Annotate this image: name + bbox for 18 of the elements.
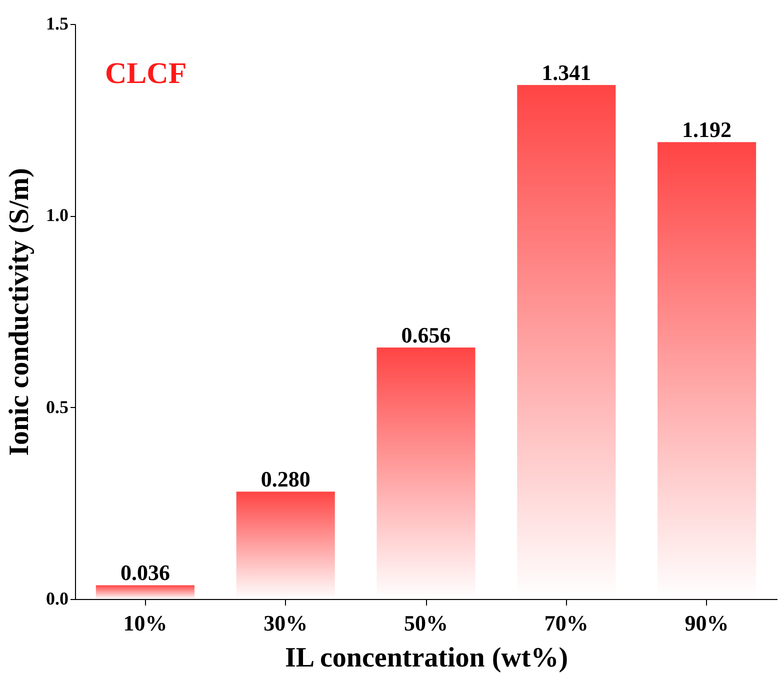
x-tick-label: 10% bbox=[123, 610, 168, 636]
data-label: 1.192 bbox=[682, 117, 732, 142]
data-label: 0.656 bbox=[401, 322, 451, 348]
y-tick-label: 0.5 bbox=[46, 396, 68, 417]
data-label: 0.036 bbox=[120, 560, 170, 586]
data-label: 0.280 bbox=[260, 466, 310, 492]
annotation: CLCF bbox=[105, 57, 187, 90]
bar bbox=[96, 585, 194, 599]
y-tick-label: 1.5 bbox=[46, 14, 68, 34]
y-tick-label: 0.0 bbox=[46, 588, 68, 608]
y-axis-title: Ionic conductivity (S/m) bbox=[4, 168, 35, 456]
x-tick-label: 70% bbox=[544, 610, 588, 636]
x-tick-label: 50% bbox=[404, 610, 448, 636]
x-axis-title: IL concentration (wt%) bbox=[284, 642, 568, 674]
x-tick-label: 30% bbox=[264, 610, 308, 636]
x-tick-label: 90% bbox=[684, 610, 729, 636]
y-tick-label: 1.0 bbox=[46, 205, 68, 226]
data-label: 1.341 bbox=[542, 60, 592, 85]
